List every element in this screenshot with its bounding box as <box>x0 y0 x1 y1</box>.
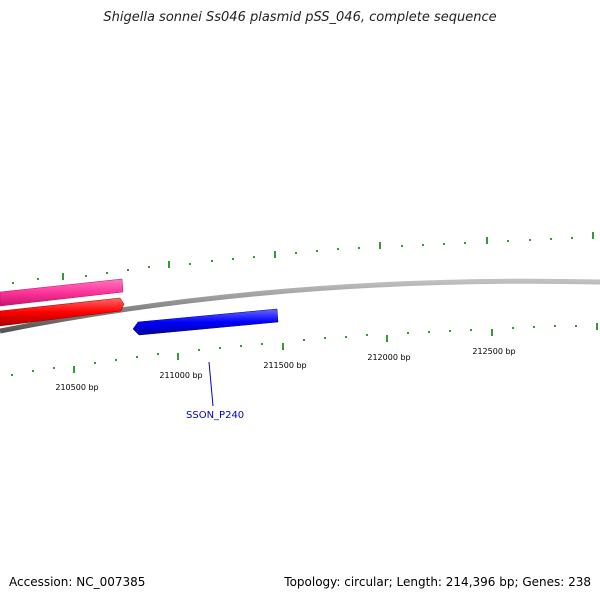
scale-label: 211500 bp <box>263 361 306 370</box>
gene-arrow-red[interactable] <box>0 297 125 327</box>
outer-tick-row <box>12 232 594 284</box>
gene-label-line <box>208 361 214 407</box>
accession-text: Accession: NC_007385 <box>9 575 146 589</box>
scale-labels: 210500 bp 211000 bp 211500 bp 212000 bp … <box>55 347 515 392</box>
map-title: Shigella sonnei Ss046 plasmid pSS_046, c… <box>103 10 497 25</box>
scale-label: 212000 bp <box>367 353 410 362</box>
inner-tick-row <box>11 323 598 376</box>
backbone-arc <box>0 278 600 334</box>
scale-label: 212500 bp <box>472 347 515 356</box>
scale-label: 210500 bp <box>55 383 98 392</box>
scale-label: 211000 bp <box>159 371 202 380</box>
gene-label-sson-p240[interactable]: SSON_P240 <box>186 410 244 421</box>
gene-arrow-pink[interactable] <box>0 278 124 307</box>
gene-arrow-blue[interactable] <box>132 308 279 336</box>
topology-summary: Topology: circular; Length: 214,396 bp; … <box>284 575 591 589</box>
